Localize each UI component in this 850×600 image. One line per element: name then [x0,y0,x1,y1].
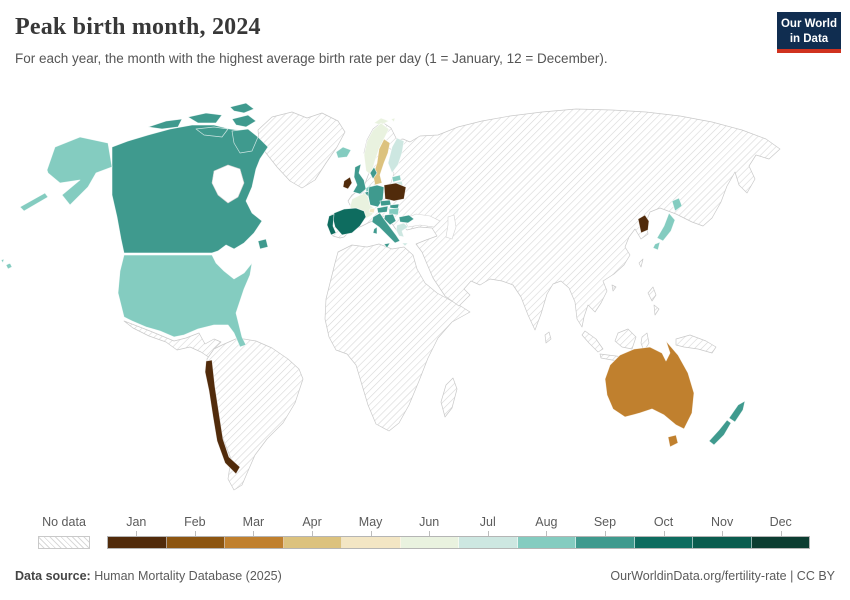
country-ireland[interactable] [342,176,353,190]
footer-link[interactable]: OurWorldinData.org/fertility-rate | CC B… [610,569,835,583]
caspian-sea [445,214,457,240]
world-map-container [0,95,850,515]
region-philippines[interactable] [647,286,660,316]
legend-label-feb: Feb [184,515,206,529]
legend-swatch-sep[interactable] [576,537,635,548]
country-new-zealand[interactable] [708,400,746,446]
owid-logo[interactable]: Our World in Data [777,12,841,53]
owid-logo-line2: in Data [789,32,829,45]
country-switzerland[interactable] [368,207,376,214]
country-czechia[interactable] [379,199,392,207]
country-greece[interactable] [395,222,409,247]
legend-swatch-jul[interactable] [459,537,518,548]
country-poland[interactable] [383,182,407,202]
legend-tick-mar [253,531,255,536]
legend-label-apr: Apr [302,515,322,529]
legend-tick-oct [663,531,665,536]
region-sulawesi[interactable] [640,332,650,352]
legend-label-sep: Sep [593,515,617,529]
country-spain[interactable] [332,207,367,236]
black-sea [403,213,441,228]
region-new-guinea[interactable] [675,334,717,354]
data-source-label: Data source: [15,569,91,583]
region-madagascar[interactable] [440,377,458,418]
country-croatia[interactable] [383,213,397,226]
legend-swatch-apr[interactable] [283,537,342,548]
country-japan[interactable] [652,197,683,251]
region-south-america[interactable] [206,337,304,491]
legend-swatch-nov[interactable] [693,537,752,548]
country-finland[interactable] [387,137,405,174]
country-canada[interactable] [111,102,269,254]
legend-label-may: May [358,515,383,529]
legend-tick-apr [312,531,314,536]
legend-label-jun: Jun [419,515,440,529]
country-united-kingdom[interactable] [352,163,367,195]
legend-swatch-aug[interactable] [517,537,576,548]
country-south-korea[interactable] [637,214,650,234]
region-sri-lanka[interactable] [544,331,552,344]
country-italy[interactable] [371,212,401,249]
legend-swatch-jan[interactable] [108,537,167,548]
legend-tick-sep [604,531,606,536]
country-portugal[interactable] [326,213,337,236]
legend-no-data-swatch[interactable] [38,536,90,549]
country-bulgaria[interactable] [398,214,415,224]
legend-label-nov: Nov [711,515,734,529]
legend-no-data-label: No data [42,515,86,529]
legend-swatch-jun[interactable] [400,537,459,548]
legend-tick-jan [136,531,138,536]
legend-tick-may [370,531,372,536]
legend-swatch-dec[interactable] [751,537,809,548]
hudson-bay [211,164,245,204]
country-iceland[interactable] [335,146,352,159]
country-australia[interactable] [604,340,695,448]
legend-label-jul: Jul [479,515,496,529]
legend-swatch-may[interactable] [342,537,401,548]
region-taiwan[interactable] [638,258,644,268]
region-hainan[interactable] [611,284,617,292]
region-eurasia[interactable] [327,108,781,331]
legend-color-bar [107,536,810,549]
legend-tick-jun [429,531,431,536]
chart-footer: Data source: Human Mortality Database (2… [15,569,835,583]
legend-swatch-feb[interactable] [166,537,225,548]
country-estonia[interactable] [391,174,402,183]
legend-swatch-oct[interactable] [634,537,693,548]
owid-logo-line1: Our World [780,18,837,30]
legend-label-oct: Oct [653,515,674,529]
legend-label-aug: Aug [535,515,558,529]
data-source-value: Human Mortality Database (2025) [90,569,282,583]
legend-label-mar: Mar [242,515,265,529]
chart-subtitle: For each year, the month with the highes… [15,51,608,66]
legend-swatch-mar[interactable] [225,537,284,548]
region-sumatra[interactable] [581,330,604,353]
legend-tick-aug [546,531,548,536]
country-svalbard[interactable] [373,117,396,126]
region-borneo[interactable] [614,328,637,350]
country-hungary[interactable] [388,207,400,216]
legend-tick-feb [194,531,196,536]
world-map [0,102,781,491]
country-austria[interactable] [376,205,389,214]
legend-tick-nov [722,531,724,536]
country-denmark[interactable] [369,166,378,180]
legend-tick-jul [487,531,489,536]
region-greenland[interactable] [257,111,346,189]
legend-tick-dec [780,531,782,536]
country-chile[interactable] [204,359,241,475]
legend-label-dec: Dec [769,515,792,529]
region-africa[interactable] [324,243,471,432]
legend-label-jan: Jan [126,515,147,529]
data-source-text: Data source: Human Mortality Database (2… [15,569,282,583]
country-united-states[interactable] [0,136,253,348]
page-title: Peak birth month, 2024 [15,14,261,40]
